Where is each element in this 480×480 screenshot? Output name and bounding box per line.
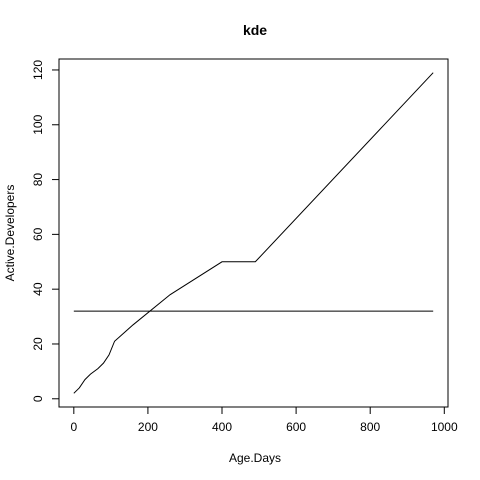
x-tick-label: 800 [360, 420, 380, 434]
x-tick-label: 0 [70, 420, 77, 434]
series-line-1 [73, 72, 434, 394]
x-axis-label: Age.Days [229, 451, 281, 465]
y-tick-label: 0 [31, 395, 45, 402]
y-tick-label: 20 [31, 337, 45, 351]
y-axis: 0 20 40 60 80 100 120 [31, 60, 60, 402]
y-tick-label: 120 [31, 60, 45, 80]
x-tick-label: 200 [138, 420, 158, 434]
x-tick-label: 600 [286, 420, 306, 434]
y-tick-label: 100 [31, 114, 45, 134]
y-tick-label: 40 [31, 282, 45, 296]
series-layer [73, 72, 434, 394]
y-axis-label: Active.Developers [3, 185, 17, 282]
chart-title: kde [243, 22, 267, 38]
x-tick-label: 1000 [431, 420, 458, 434]
y-tick-label: 80 [31, 173, 45, 187]
x-tick-label: 400 [212, 420, 232, 434]
y-tick-label: 60 [31, 227, 45, 241]
x-axis: 0 200 400 600 800 1000 [70, 406, 458, 434]
